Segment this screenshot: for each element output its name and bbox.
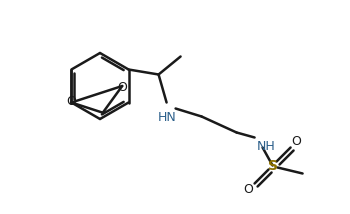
Text: HN: HN bbox=[158, 110, 177, 123]
Text: O: O bbox=[66, 95, 76, 108]
Text: O: O bbox=[117, 80, 127, 94]
Text: O: O bbox=[244, 183, 253, 196]
Text: O: O bbox=[292, 135, 301, 148]
Text: NH: NH bbox=[257, 140, 275, 153]
Text: S: S bbox=[268, 159, 278, 172]
